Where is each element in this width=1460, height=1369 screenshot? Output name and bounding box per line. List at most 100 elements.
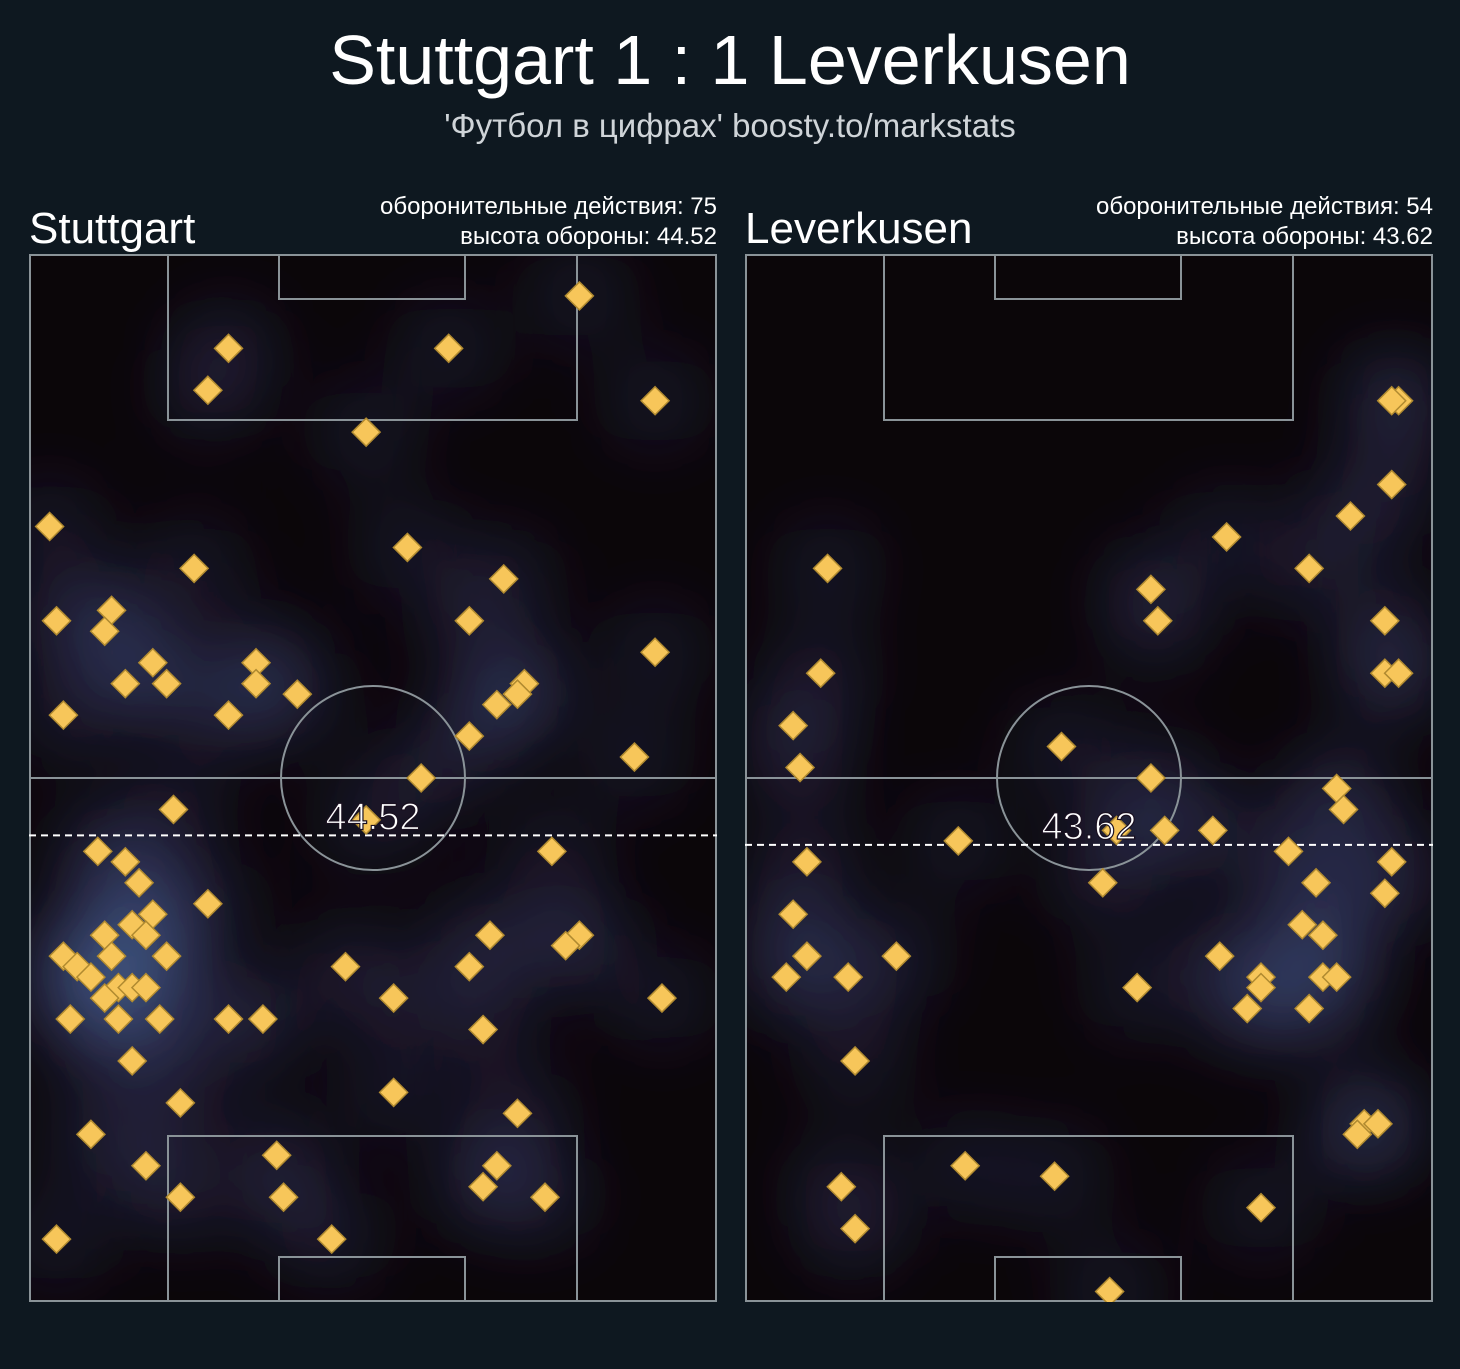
defense-height-label: 43.62 xyxy=(1041,806,1136,848)
defensive-action-point xyxy=(791,846,822,877)
defensive-action-point xyxy=(454,605,485,636)
defensive-action-point xyxy=(351,804,382,835)
defensive-action-point xyxy=(1245,1192,1277,1223)
defense-height-stat: высота обороны: 44.52 xyxy=(460,223,717,250)
defensive-action-point xyxy=(1101,815,1132,846)
defensive-action-point xyxy=(41,605,72,636)
defensive-action-point xyxy=(1287,909,1318,940)
defensive-action-point xyxy=(1376,469,1407,500)
team-name: Stuttgart xyxy=(29,204,196,253)
chart-subtitle: 'Футбол в цифрах' boosty.to/markstats xyxy=(444,107,1016,144)
defensive-action-point xyxy=(840,1045,871,1077)
defensive-action-point xyxy=(124,867,155,898)
pitch-lines xyxy=(745,254,1433,1302)
defensive-action-point xyxy=(1046,731,1077,762)
defensive-action-point xyxy=(529,1182,561,1213)
defensive-action-point xyxy=(110,668,141,699)
defensive-action-point xyxy=(130,920,162,951)
defensive-action-point xyxy=(1232,993,1263,1024)
defensive-action-point xyxy=(55,1003,86,1035)
defensive-action-point xyxy=(158,794,189,825)
defensive-action-point xyxy=(75,1119,106,1150)
defensive-action-point xyxy=(771,962,802,993)
defensive-action-point xyxy=(536,836,567,867)
defensive-action-point xyxy=(502,679,533,710)
defensive-action-point xyxy=(805,658,836,689)
defensive-action-point xyxy=(1376,846,1407,877)
defensive-action-point xyxy=(75,962,106,993)
defensive-action-point xyxy=(1204,941,1235,972)
defensive-action-point xyxy=(1307,920,1338,951)
defensive-action-point xyxy=(117,1045,148,1077)
defensive-action-point xyxy=(151,941,182,972)
pitch-stuttgart: 44.52 xyxy=(29,254,717,1302)
defensive-action-point xyxy=(646,983,678,1014)
defensive-action-point xyxy=(1245,972,1277,1003)
defensive-action-point xyxy=(261,1140,292,1171)
defensive-action-point xyxy=(1369,878,1400,909)
defensive-action-point xyxy=(433,333,464,364)
defensive-action-point xyxy=(481,1150,512,1181)
defensive-action-point xyxy=(1300,867,1332,898)
panel-stuttgart: Stuttgart оборонительные действия: 75 вы… xyxy=(29,190,717,1302)
defensive-action-point xyxy=(826,1171,857,1202)
defensive-action-point xyxy=(564,280,595,311)
defensive-action-point xyxy=(130,972,162,1003)
defensive-action-point xyxy=(351,417,382,448)
defensive-action-point xyxy=(1122,972,1153,1003)
defensive-action-point xyxy=(1087,867,1118,898)
defensive-action-point xyxy=(454,721,485,752)
defensive-action-point xyxy=(1211,521,1242,553)
defensive-action-point xyxy=(1294,993,1325,1024)
defensive-action-point xyxy=(165,1182,196,1213)
defensive-action-point xyxy=(1328,794,1359,825)
defensive-action-point xyxy=(791,941,822,972)
defensive-action-point xyxy=(1294,553,1325,584)
defensive-actions-stat: оборонительные действия: 54 xyxy=(1095,193,1433,220)
defensive-action-point xyxy=(316,1224,347,1255)
defense-height-label: 44.52 xyxy=(325,796,420,838)
defensive-action-point xyxy=(778,899,809,930)
defensive-action-point xyxy=(406,762,437,794)
defensive-action-point xyxy=(282,679,313,710)
defensive-action-point xyxy=(213,333,244,364)
defensive-action-point xyxy=(48,700,79,731)
defensive-action-point xyxy=(378,1077,409,1108)
defensive-action-point xyxy=(1197,815,1228,846)
defensive-action-point xyxy=(1135,762,1166,794)
defensive-action-point xyxy=(881,941,912,972)
defensive-action-point xyxy=(96,941,127,972)
defensive-action-point xyxy=(1135,574,1166,605)
defensive-action-point xyxy=(468,1014,499,1045)
defensive-action-point xyxy=(240,668,272,699)
defensive-action-point xyxy=(1335,500,1366,532)
panel-leverkusen: Leverkusen оборонительные действия: 54 в… xyxy=(745,190,1433,1302)
defensive-action-point xyxy=(268,1182,299,1213)
chart-title: Stuttgart 1 : 1 Leverkusen xyxy=(329,21,1131,99)
defensive-action-points xyxy=(34,280,678,1255)
defensive-actions-stat: оборонительные действия: 75 xyxy=(379,193,717,220)
defensive-action-point xyxy=(1039,1161,1070,1192)
defensive-action-point xyxy=(502,1098,533,1129)
defensive-action-point xyxy=(213,1003,244,1035)
defensive-action-point xyxy=(103,1003,134,1035)
defensive-action-point xyxy=(89,616,120,647)
defensive-action-point xyxy=(550,930,581,961)
defensive-action-point xyxy=(950,1150,981,1181)
defensive-action-point xyxy=(833,962,864,993)
defensive-action-point xyxy=(640,385,671,416)
defensive-action-point xyxy=(130,1150,162,1181)
defensive-action-point xyxy=(454,951,485,982)
defensive-action-point xyxy=(812,553,843,584)
defensive-action-point xyxy=(392,532,423,563)
defensive-action-point xyxy=(1142,605,1173,636)
defensive-action-point xyxy=(778,710,809,741)
defensive-action-point xyxy=(481,689,512,720)
defensive-action-point xyxy=(330,951,361,982)
defensive-action-point xyxy=(41,1224,72,1255)
defensive-action-point xyxy=(1342,1119,1373,1150)
defensive-action-point xyxy=(1376,385,1407,416)
pitch-lines xyxy=(29,254,717,1302)
defensive-action-point xyxy=(488,563,519,594)
defensive-action-point xyxy=(179,553,210,584)
